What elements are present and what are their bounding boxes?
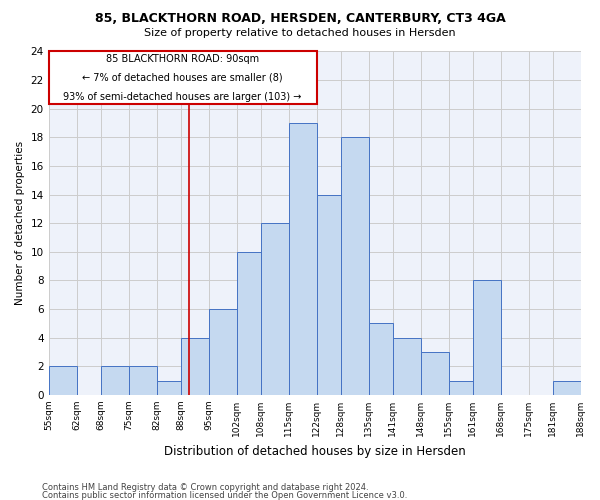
X-axis label: Distribution of detached houses by size in Hersden: Distribution of detached houses by size … (164, 444, 466, 458)
Text: Contains public sector information licensed under the Open Government Licence v3: Contains public sector information licen… (42, 492, 407, 500)
Bar (260, 223, 289, 395)
Bar (473, 280, 500, 395)
Bar (421, 352, 449, 395)
Text: 93% of semi-detached houses are larger (103) →: 93% of semi-detached houses are larger (… (64, 92, 302, 102)
Bar (553, 380, 581, 395)
Text: 85, BLACKTHORN ROAD, HERSDEN, CANTERBURY, CT3 4GA: 85, BLACKTHORN ROAD, HERSDEN, CANTERBURY… (95, 12, 505, 26)
Bar (392, 338, 421, 395)
Bar (49, 366, 77, 395)
Bar (368, 324, 392, 395)
Bar (101, 366, 128, 395)
Bar (317, 194, 341, 395)
Text: 85 BLACKTHORN ROAD: 90sqm: 85 BLACKTHORN ROAD: 90sqm (106, 54, 259, 64)
Text: Size of property relative to detached houses in Hersden: Size of property relative to detached ho… (144, 28, 456, 38)
Text: Contains HM Land Registry data © Crown copyright and database right 2024.: Contains HM Land Registry data © Crown c… (42, 483, 368, 492)
Bar (236, 252, 260, 395)
Bar (449, 380, 473, 395)
Bar (181, 338, 209, 395)
Text: ← 7% of detached houses are smaller (8): ← 7% of detached houses are smaller (8) (82, 73, 283, 83)
Y-axis label: Number of detached properties: Number of detached properties (15, 141, 25, 306)
Bar (209, 309, 236, 395)
Bar (128, 366, 157, 395)
Bar (341, 138, 368, 395)
Bar (289, 123, 317, 395)
Bar (157, 380, 181, 395)
Bar (49, 52, 317, 104)
